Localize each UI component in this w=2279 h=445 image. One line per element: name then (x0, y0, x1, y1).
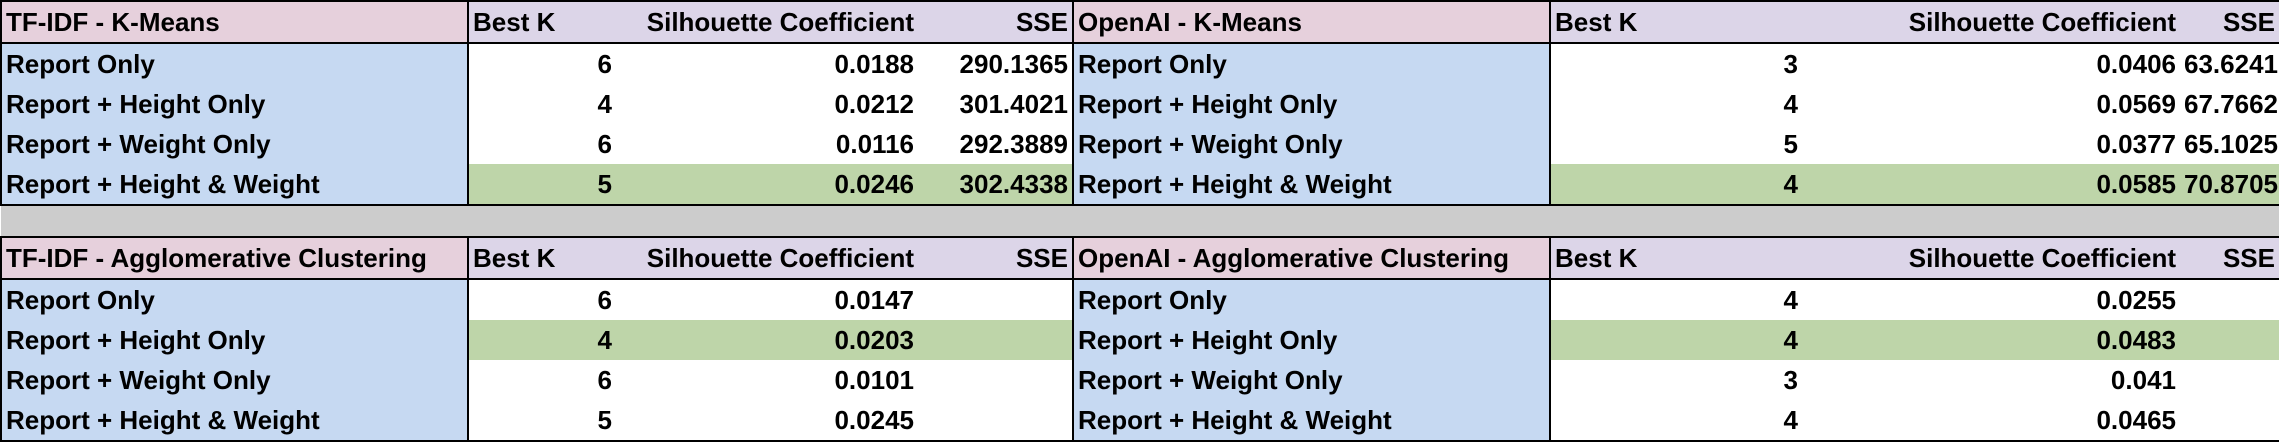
best-k-cell[interactable]: 3 (1549, 43, 1802, 84)
separator-row (1, 204, 2279, 238)
sse-cell[interactable]: 301.4021 (918, 84, 1073, 124)
column-header-sse[interactable]: SSE (2180, 0, 2279, 44)
table-row: Report + Height & Weight 5 0.0246 302.4338 R… (0, 164, 2279, 206)
sse-cell[interactable]: 67.7662 (2180, 84, 2279, 124)
sse-cell[interactable] (2180, 279, 2279, 320)
column-header-sse[interactable]: SSE (918, 0, 1073, 44)
row-label-report-height-only[interactable]: Report + Height Only (0, 84, 469, 124)
row-label-report-weight-only[interactable]: Report + Weight Only (0, 360, 469, 400)
silhouette-cell[interactable]: 0.041 (1802, 360, 2180, 400)
best-k-cell[interactable]: 6 (467, 43, 616, 84)
section-title-openai-agglomerative-clustering[interactable]: OpenAI - Agglomerative Clustering (1072, 236, 1551, 280)
row-label-report-height-and-weight[interactable]: Report + Height & Weight (0, 400, 469, 442)
row-label-report-height-and-weight[interactable]: Report + Height & Weight (1072, 164, 1551, 206)
best-k-cell[interactable]: 4 (467, 320, 616, 360)
row-label-report-weight-only[interactable]: Report + Weight Only (1072, 124, 1551, 164)
silhouette-cell[interactable]: 0.0203 (616, 320, 918, 360)
row-label-report-height-only[interactable]: Report + Height Only (1072, 320, 1551, 360)
silhouette-cell[interactable]: 0.0255 (1802, 279, 2180, 320)
row-label-report-only[interactable]: Report Only (1072, 43, 1551, 84)
section-title-tf-idf-k-means[interactable]: TF-IDF - K-Means (0, 0, 469, 44)
best-k-cell[interactable]: 6 (467, 279, 616, 320)
best-k-cell[interactable]: 4 (1549, 279, 1802, 320)
table-row: Report Only 6 0.0188 290.1365 Report Only 3 0.… (0, 43, 2279, 84)
silhouette-cell[interactable]: 0.0377 (1802, 124, 2180, 164)
sse-cell[interactable] (918, 360, 1073, 400)
column-header-silhouette-coefficient[interactable]: Silhouette Coefficient (616, 236, 918, 280)
column-header-silhouette-coefficient[interactable]: Silhouette Coefficient (1802, 0, 2180, 44)
row-label-report-only[interactable]: Report Only (1072, 279, 1551, 320)
section-title-openai-k-means[interactable]: OpenAI - K-Means (1072, 0, 1551, 44)
silhouette-cell[interactable]: 0.0245 (616, 400, 918, 442)
silhouette-cell[interactable]: 0.0212 (616, 84, 918, 124)
column-header-sse[interactable]: SSE (2180, 236, 2279, 280)
column-header-best-k[interactable]: Best K (1549, 236, 1802, 280)
best-k-cell[interactable]: 4 (1549, 84, 1802, 124)
silhouette-cell[interactable]: 0.0585 (1802, 164, 2180, 206)
row-label-report-height-only[interactable]: Report + Height Only (1072, 84, 1551, 124)
row-label-report-weight-only[interactable]: Report + Weight Only (0, 124, 469, 164)
row-label-report-height-and-weight[interactable]: Report + Height & Weight (0, 164, 469, 206)
sse-cell[interactable]: 292.3889 (918, 124, 1073, 164)
row-label-report-only[interactable]: Report Only (0, 279, 469, 320)
best-k-cell[interactable]: 3 (1549, 360, 1802, 400)
sse-cell[interactable] (2180, 320, 2279, 360)
column-header-silhouette-coefficient[interactable]: Silhouette Coefficient (616, 0, 918, 44)
row-label-report-only[interactable]: Report Only (0, 43, 469, 84)
best-k-cell[interactable]: 6 (467, 124, 616, 164)
best-k-cell[interactable]: 6 (467, 360, 616, 400)
column-header-sse[interactable]: SSE (918, 236, 1073, 280)
best-k-cell[interactable]: 4 (1549, 164, 1802, 206)
sse-cell[interactable]: 65.1025 (2180, 124, 2279, 164)
table-row: Report + Weight Only 6 0.0116 292.3889 Repor… (0, 124, 2279, 164)
column-header-best-k[interactable]: Best K (467, 0, 616, 44)
table-row: Report + Weight Only 6 0.0101 Report + Weig… (0, 360, 2279, 400)
header-row: TF-IDF - K-Means Best K Silhouette Coeffic… (0, 0, 2279, 44)
sse-cell[interactable] (918, 279, 1073, 320)
row-label-report-height-and-weight[interactable]: Report + Height & Weight (1072, 400, 1551, 442)
silhouette-cell[interactable]: 0.0465 (1802, 400, 2180, 442)
column-header-best-k[interactable]: Best K (467, 236, 616, 280)
silhouette-cell[interactable]: 0.0188 (616, 43, 918, 84)
column-header-best-k[interactable]: Best K (1549, 0, 1802, 44)
silhouette-cell[interactable]: 0.0483 (1802, 320, 2180, 360)
silhouette-cell[interactable]: 0.0116 (616, 124, 918, 164)
best-k-cell[interactable]: 5 (1549, 124, 1802, 164)
best-k-cell[interactable]: 4 (1549, 320, 1802, 360)
silhouette-cell[interactable]: 0.0246 (616, 164, 918, 206)
sse-cell[interactable] (918, 400, 1073, 442)
row-label-report-weight-only[interactable]: Report + Weight Only (1072, 360, 1551, 400)
row-label-report-height-only[interactable]: Report + Height Only (0, 320, 469, 360)
silhouette-cell[interactable]: 0.0101 (616, 360, 918, 400)
best-k-cell[interactable]: 5 (467, 400, 616, 442)
sse-cell[interactable]: 63.6241 (2180, 43, 2279, 84)
sse-cell[interactable] (2180, 400, 2279, 442)
sse-cell[interactable]: 70.8705 (2180, 164, 2279, 206)
column-header-silhouette-coefficient[interactable]: Silhouette Coefficient (1802, 236, 2180, 280)
silhouette-cell[interactable]: 0.0406 (1802, 43, 2180, 84)
silhouette-cell[interactable]: 0.0147 (616, 279, 918, 320)
table-row: Report + Height & Weight 5 0.0245 Report + … (0, 400, 2279, 442)
table-row: Report Only 6 0.0147 Report Only 4 0.0255 (0, 279, 2279, 320)
best-k-cell[interactable]: 4 (467, 84, 616, 124)
sse-cell[interactable]: 290.1365 (918, 43, 1073, 84)
silhouette-cell[interactable]: 0.0569 (1802, 84, 2180, 124)
best-k-cell[interactable]: 4 (1549, 400, 1802, 442)
table-row: Report + Height Only 4 0.0212 301.4021 Repor… (0, 84, 2279, 124)
section-title-tf-idf-agglomerative-clustering[interactable]: TF-IDF - Agglomerative Clustering (0, 236, 469, 280)
best-k-cell[interactable]: 5 (467, 164, 616, 206)
sse-cell[interactable] (918, 320, 1073, 360)
sse-cell[interactable] (2180, 360, 2279, 400)
separator-band (1, 204, 2279, 238)
sse-cell[interactable]: 302.4338 (918, 164, 1073, 206)
table-row: Report + Height Only 4 0.0203 Report + Heig… (0, 320, 2279, 360)
